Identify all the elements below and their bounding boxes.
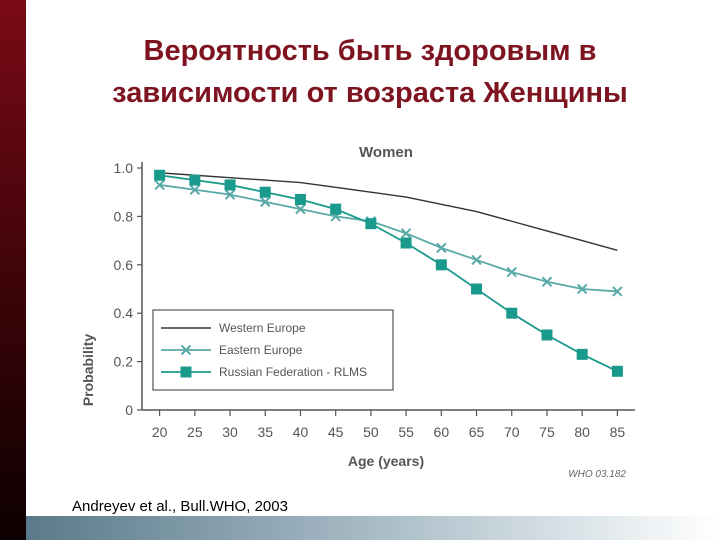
y-tick-label: 0 <box>125 402 133 418</box>
legend-label: Western Europe <box>219 321 306 335</box>
x-tick-label: 75 <box>539 424 555 440</box>
probability-chart: Women Probability Age (years) WHO 03.182… <box>80 144 635 480</box>
marker-stroke <box>471 254 482 266</box>
data-point <box>436 242 447 254</box>
x-axis-label: Age (years) <box>348 453 424 469</box>
data-point <box>294 193 306 205</box>
data-point <box>259 186 271 198</box>
y-tick-label: 0.6 <box>114 257 134 273</box>
source-watermark: WHO 03.182 <box>568 469 626 480</box>
data-point <box>400 228 412 239</box>
data-point <box>471 254 482 266</box>
marker-stroke <box>436 242 447 254</box>
x-tick-label: 60 <box>434 424 450 440</box>
data-point <box>541 329 553 341</box>
data-point <box>189 184 201 195</box>
marker-stroke <box>260 196 271 208</box>
data-point <box>330 203 342 215</box>
citation-text: Andreyev et al., Bull.WHO, 2003 <box>72 498 288 515</box>
marker-stroke <box>541 276 553 287</box>
marker-stroke <box>295 203 306 215</box>
data-point <box>224 179 236 191</box>
data-point <box>576 348 588 360</box>
marker-stroke <box>180 344 192 356</box>
data-point <box>506 307 518 319</box>
x-tick-label: 45 <box>328 424 344 440</box>
data-point <box>506 266 517 278</box>
x-tick-label: 85 <box>610 424 626 440</box>
series-layer <box>154 169 623 377</box>
data-point <box>541 276 553 287</box>
data-point <box>224 189 236 200</box>
series-line <box>159 184 618 293</box>
data-point <box>471 283 483 295</box>
marker-stroke <box>576 283 588 295</box>
marker-stroke <box>189 184 201 195</box>
marker-stroke <box>154 179 165 191</box>
slide-sidebar-bar <box>0 0 26 540</box>
marker-stroke <box>612 286 623 297</box>
y-axis-label: Probability <box>80 334 96 407</box>
data-point <box>400 237 412 249</box>
data-point <box>612 286 623 297</box>
series-1 <box>154 179 623 297</box>
x-tick-label: 55 <box>398 424 414 440</box>
chart-legend: Western Europe Eastern Europe Russian Fede… <box>152 309 394 391</box>
data-point <box>154 179 165 191</box>
legend-label: Russian Federation - RLMS <box>219 365 367 379</box>
x-tick-label: 20 <box>152 424 168 440</box>
data-point <box>295 203 306 215</box>
marker-stroke <box>506 266 517 278</box>
data-point <box>154 169 166 181</box>
y-tick-label: 0.4 <box>114 305 134 321</box>
y-tick-label: 1.0 <box>114 160 134 176</box>
x-tick-label: 40 <box>293 424 309 440</box>
chart-title: Women <box>359 144 413 161</box>
legend-marker <box>180 366 192 378</box>
x-tick-label: 70 <box>504 424 520 440</box>
data-point <box>435 259 447 271</box>
marker-stroke <box>400 228 412 239</box>
data-point <box>260 196 271 208</box>
x-tick-label: 30 <box>222 424 238 440</box>
data-point <box>365 218 377 230</box>
series-2 <box>154 169 623 377</box>
data-point <box>611 365 623 377</box>
slide-footer-bar <box>26 516 720 540</box>
series-line <box>159 174 618 373</box>
slide-title: Вероятность быть здоровым в зависимости … <box>40 30 700 114</box>
x-tick-label: 25 <box>187 424 203 440</box>
slide-title-line-1: Вероятность быть здоровым в <box>143 35 597 67</box>
data-point <box>189 174 201 186</box>
x-tick-label: 35 <box>257 424 273 440</box>
series-0 <box>159 172 618 251</box>
marker-stroke <box>224 189 236 200</box>
y-tick-label: 0.8 <box>114 208 134 224</box>
x-tick-label: 65 <box>469 424 485 440</box>
data-point <box>576 283 588 295</box>
series-line <box>159 172 618 251</box>
y-tick-label: 0.2 <box>114 354 134 370</box>
chart-axes: 0 0.2 0.4 0.6 0.8 1.0 20 25 30 35 40 45 50 55 60 65 70 75… <box>114 160 635 440</box>
legend-marker <box>180 344 192 356</box>
x-tick-label: 80 <box>574 424 590 440</box>
legend-label: Eastern Europe <box>219 343 303 357</box>
x-tick-label: 50 <box>363 424 379 440</box>
slide-title-line-2: зависимости от возраста Женщины <box>112 77 628 109</box>
